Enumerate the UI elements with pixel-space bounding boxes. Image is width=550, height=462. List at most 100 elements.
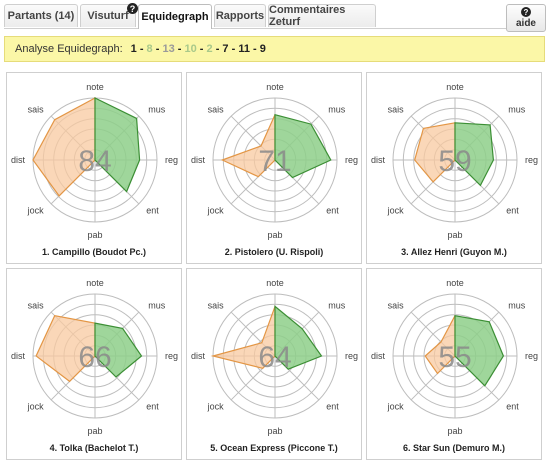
radar-chart: note mus reg ent pab jock dist sais 84 [11,82,178,240]
axis-label-jock: jock [27,205,45,215]
tab-visuturf[interactable]: Visuturf? [80,3,138,27]
axis-label-jock: jock [207,205,225,215]
banner-lead: Analyse Equidegraph: [15,43,123,55]
axis-label-reg: reg [345,351,358,361]
radar-grid: note mus reg ent pab jock dist sais 84 1. Campill… [6,72,543,462]
sequence-number[interactable]: 2 [206,43,213,55]
tab-partants-14[interactable]: Partants (14) [4,4,78,27]
tab-label: Rapports [215,10,265,22]
radar-area-right [94,97,141,193]
score-value: 71 [258,145,291,178]
axis-label-ent: ent [506,401,519,411]
score-value: 84 [78,145,111,178]
radar-area-right [454,314,505,387]
sequence-separator: - [174,43,185,55]
radar-chart: note mus reg ent pab jock dist sais 71 [191,82,358,240]
tab-label: Partants (14) [7,10,75,22]
axis-label-pab: pab [87,230,102,240]
axis-label-sais: sais [388,301,405,311]
axis-label-note: note [446,82,464,92]
score-value: 66 [78,341,111,374]
axis-label-pab: pab [87,426,102,436]
tab-bar: Partants (14) Visuturf? Equidegraph Rapport… [4,3,546,29]
sequence-number[interactable]: 13 [162,43,175,55]
ranking-sequence: 1 - 8 - 13 - 10 - 2 - 7 - 11 - 9 [131,43,266,55]
axis-label-reg: reg [345,155,358,165]
axis-label-ent: ent [326,401,339,411]
radar-card: note mus reg ent pab jock dist sais 71 2. Pistole… [186,72,362,264]
radar-card: note mus reg ent pab jock dist sais 66 4. Tolka (… [6,268,182,460]
axis-label-ent: ent [326,205,339,215]
radar-chart: note mus reg ent pab jock dist sais 55 [371,278,538,436]
axis-label-jock: jock [387,401,405,411]
axis-label-sais: sais [208,301,225,311]
sequence-number[interactable]: 11 [238,43,250,55]
sequence-number[interactable]: 1 [130,43,137,55]
sequence-number[interactable]: 7 [222,43,229,55]
axis-label-pab: pab [267,230,282,240]
axis-label-pab: pab [447,230,462,240]
horse-caption: 1. Campillo (Boudot Pc.) [41,247,146,257]
axis-label-dist: dist [11,155,26,165]
axis-label-note: note [86,82,104,92]
axis-label-sais: sais [208,105,225,115]
axis-label-ent: ent [146,205,159,215]
radar-card: note mus reg ent pab jock dist sais 55 6. Star Su… [366,268,542,460]
radar-card: note mus reg ent pab jock dist sais 59 3. Allez H… [366,72,542,264]
sequence-separator: - [249,43,260,55]
analysis-banner: Analyse Equidegraph: 1 - 8 - 13 - 10 - 2… [4,36,545,62]
horse-caption: 2. Pistolero (U. Rispoli) [224,247,324,257]
axis-label-sais: sais [388,105,405,115]
tab-commentaires-zeturf[interactable]: Commentaires Zeturf [268,4,376,28]
axis-label-note: note [266,82,284,92]
sequence-number[interactable]: 9 [259,43,266,55]
horse-caption: 6. Star Sun (Demuro M.) [402,443,505,453]
tab-equidegraph[interactable]: Equidegraph [138,4,212,29]
axis-label-dist: dist [191,155,206,165]
axis-label-jock: jock [387,205,405,215]
sequence-separator: - [212,43,223,55]
sequence-number[interactable]: 10 [184,43,197,55]
radar-area-right [94,322,143,378]
axis-label-jock: jock [207,401,225,411]
score-value: 55 [438,341,471,374]
radar-card: note mus reg ent pab jock dist sais 64 5. Ocean E… [186,268,362,460]
help-button-label: aide [515,18,536,29]
axis-label-jock: jock [27,401,45,411]
axis-label-reg: reg [525,155,538,165]
horse-caption: 3. Allez Henri (Guyon M.) [401,247,507,257]
horse-caption: 5. Ocean Express (Piccone T.) [210,443,338,453]
radar-card: note mus reg ent pab jock dist sais 84 1. Campill… [6,72,182,264]
axis-label-dist: dist [371,351,386,361]
axis-label-mus: mus [328,301,346,311]
sequence-number[interactable]: 8 [146,43,153,55]
axis-label-sais: sais [28,105,45,115]
axis-label-reg: reg [525,351,538,361]
score-value: 59 [438,145,471,178]
tab-rapports[interactable]: Rapports [214,4,266,27]
tab-label: Commentaires Zeturf [269,4,346,28]
axis-label-dist: dist [11,351,26,361]
horse-caption: 4. Tolka (Bachelot T.) [49,443,139,453]
axis-label-dist: dist [191,351,206,361]
axis-label-sais: sais [28,301,45,311]
sequence-separator: - [136,43,147,55]
axis-label-pab: pab [267,426,282,436]
axis-label-mus: mus [508,105,526,115]
axis-label-mus: mus [328,105,346,115]
axis-label-dist: dist [371,155,386,165]
radar-chart: note mus reg ent pab jock dist sais 64 [191,278,358,436]
question-circle-icon: ? [521,7,531,17]
radar-area-right [454,122,495,187]
axis-label-ent: ent [146,401,159,411]
sequence-separator: - [152,43,163,55]
radar-chart: note mus reg ent pab jock dist sais 66 [11,278,178,436]
tab-label: Visuturf [87,10,129,22]
help-button[interactable]: ? aide [506,4,546,32]
sequence-separator: - [196,43,207,55]
score-value: 64 [258,341,291,374]
axis-label-pab: pab [447,426,462,436]
question-badge-icon[interactable]: ? [127,3,138,14]
axis-label-ent: ent [506,205,519,215]
radar-chart: note mus reg ent pab jock dist sais 59 [371,82,538,240]
